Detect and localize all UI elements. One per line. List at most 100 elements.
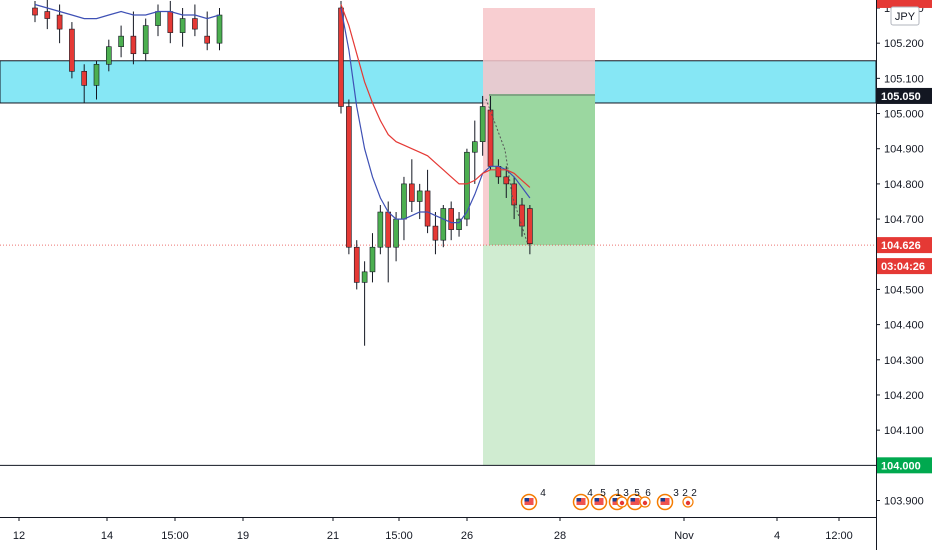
event-count-label: 5 (600, 488, 606, 499)
ma-fast-line-week1 (34, 3, 220, 20)
week2-candle-1[interactable] (346, 106, 352, 248)
week2-candle-9[interactable] (409, 183, 415, 202)
event-dot-center-icon-0 (619, 500, 625, 506)
event-dot-center-icon-2 (685, 500, 691, 506)
current-price-tag-background (877, 237, 932, 254)
price-tick-label: 104.700 (884, 214, 924, 226)
time-axis[interactable]: 12 14 15:00 19 21 15:00 26 28 Nov 4 12:00 (0, 517, 876, 542)
week2-candle-24[interactable] (527, 208, 533, 244)
week1-candle-1[interactable] (44, 11, 51, 19)
price-tick-label: 105.000 (884, 109, 924, 121)
time-tick-label: 15:00 (385, 530, 413, 542)
current-price-tag: 104.626 (881, 240, 921, 252)
price-tick-label: 104.300 (884, 355, 924, 367)
week2-candle-11[interactable] (424, 190, 431, 227)
week1-candle-5[interactable] (93, 63, 100, 86)
price-tick-label: 104.100 (884, 425, 924, 437)
currency-label: JPY (895, 11, 916, 23)
price-tick-label: 105.100 (884, 73, 924, 85)
target-price-tag-background (877, 457, 932, 474)
event-count-label: 4 (587, 488, 593, 499)
price-axis[interactable]: 105.300105.200105.100105.000104.900104.8… (876, 0, 932, 550)
event-count-label: 1 (615, 488, 621, 499)
week1-candle-0[interactable] (32, 7, 38, 16)
level-price-tag: 105.050 (881, 91, 921, 103)
time-tick-label: 4 (774, 530, 780, 542)
price-tick-label: 104.400 (884, 320, 924, 332)
bar-countdown-tag: 03:04:26 (881, 261, 925, 273)
week1-candle-8[interactable] (130, 35, 137, 55)
week2-candle-21[interactable] (503, 176, 510, 185)
ma-slow-line (340, 4, 531, 188)
flag-canton-icon-0 (524, 498, 529, 502)
flag-canton-icon-2 (594, 498, 599, 502)
take-profit-zone[interactable] (483, 245, 595, 466)
event-count-label: 5 (634, 488, 640, 499)
plot-area[interactable] (0, 0, 876, 466)
event-count-label: 3 (623, 488, 629, 499)
time-tick-label: 26 (461, 530, 473, 542)
week2-candle-17[interactable] (471, 141, 478, 153)
week2-candle-18[interactable] (479, 106, 486, 142)
week2-candle-8[interactable] (401, 183, 407, 220)
time-tick-label: 28 (554, 530, 566, 542)
week1-candle-2[interactable] (56, 14, 63, 30)
week2-candle-10[interactable] (416, 190, 423, 202)
week2-candle-13[interactable] (440, 208, 447, 241)
week2-candle-23[interactable] (519, 204, 525, 227)
week1-candle-14[interactable] (204, 35, 210, 44)
week2-candle-19[interactable] (487, 109, 494, 167)
top-price-tag-background (877, 0, 932, 8)
week2-candle-3[interactable] (361, 271, 368, 283)
week1-candle-3[interactable] (69, 28, 75, 72)
week2-candle-5[interactable] (377, 211, 384, 248)
flag-canton-icon-3 (612, 498, 617, 502)
event-count-label: 4 (540, 488, 546, 499)
week2-candle-14[interactable] (448, 208, 454, 230)
week2-candle-22[interactable] (511, 183, 517, 206)
week1-candle-4[interactable] (81, 71, 87, 86)
currency-badge[interactable] (890, 6, 920, 26)
week2-candle-0[interactable] (338, 7, 344, 107)
time-tick-label: 21 (327, 530, 339, 542)
week1-candle-11[interactable] (167, 11, 174, 33)
price-tick-label: 104.200 (884, 390, 924, 402)
time-tick-label: 15:00 (161, 530, 189, 542)
week1-candle-15[interactable] (216, 14, 223, 44)
time-tick-label: 12 (13, 530, 25, 542)
time-tick-label: Nov (674, 530, 694, 542)
week2-candle-15[interactable] (456, 218, 462, 230)
week1-candle-7[interactable] (118, 35, 124, 47)
event-count-label: 6 (645, 488, 651, 499)
week1-candle-6[interactable] (106, 46, 112, 65)
week1-candle-9[interactable] (142, 25, 149, 55)
week1-candle-10[interactable] (155, 11, 161, 26)
week2-candle-16[interactable] (464, 151, 470, 220)
resistance-zone[interactable] (0, 60, 876, 104)
candles[interactable] (32, 0, 533, 346)
event-count-label: 2 (691, 488, 697, 499)
week2-candle-12[interactable] (432, 225, 439, 241)
event-count-label: 3 (673, 488, 679, 499)
time-tick-label: 12:00 (825, 530, 853, 542)
event-count-label: 2 (682, 488, 688, 499)
projection-path (485, 98, 529, 246)
price-tick-label: 103.900 (884, 496, 924, 508)
week2-candle-6[interactable] (385, 211, 392, 248)
flag-canton-icon-5 (660, 498, 665, 502)
time-tick-label: 19 (237, 530, 249, 542)
week2-candle-4[interactable] (369, 246, 376, 273)
bar-countdown-tag-background (877, 258, 932, 275)
target-price-tag: 104.000 (881, 460, 921, 472)
price-tick-label: 104.800 (884, 179, 924, 191)
week1-candle-12[interactable] (179, 18, 186, 33)
week2-candle-7[interactable] (393, 218, 399, 248)
week2-candle-20[interactable] (495, 166, 502, 178)
level-price-tag-background (877, 87, 932, 104)
week2-candle-2[interactable] (353, 246, 360, 283)
open-profit-zone (489, 95, 595, 246)
week1-candle-13[interactable] (192, 18, 198, 30)
